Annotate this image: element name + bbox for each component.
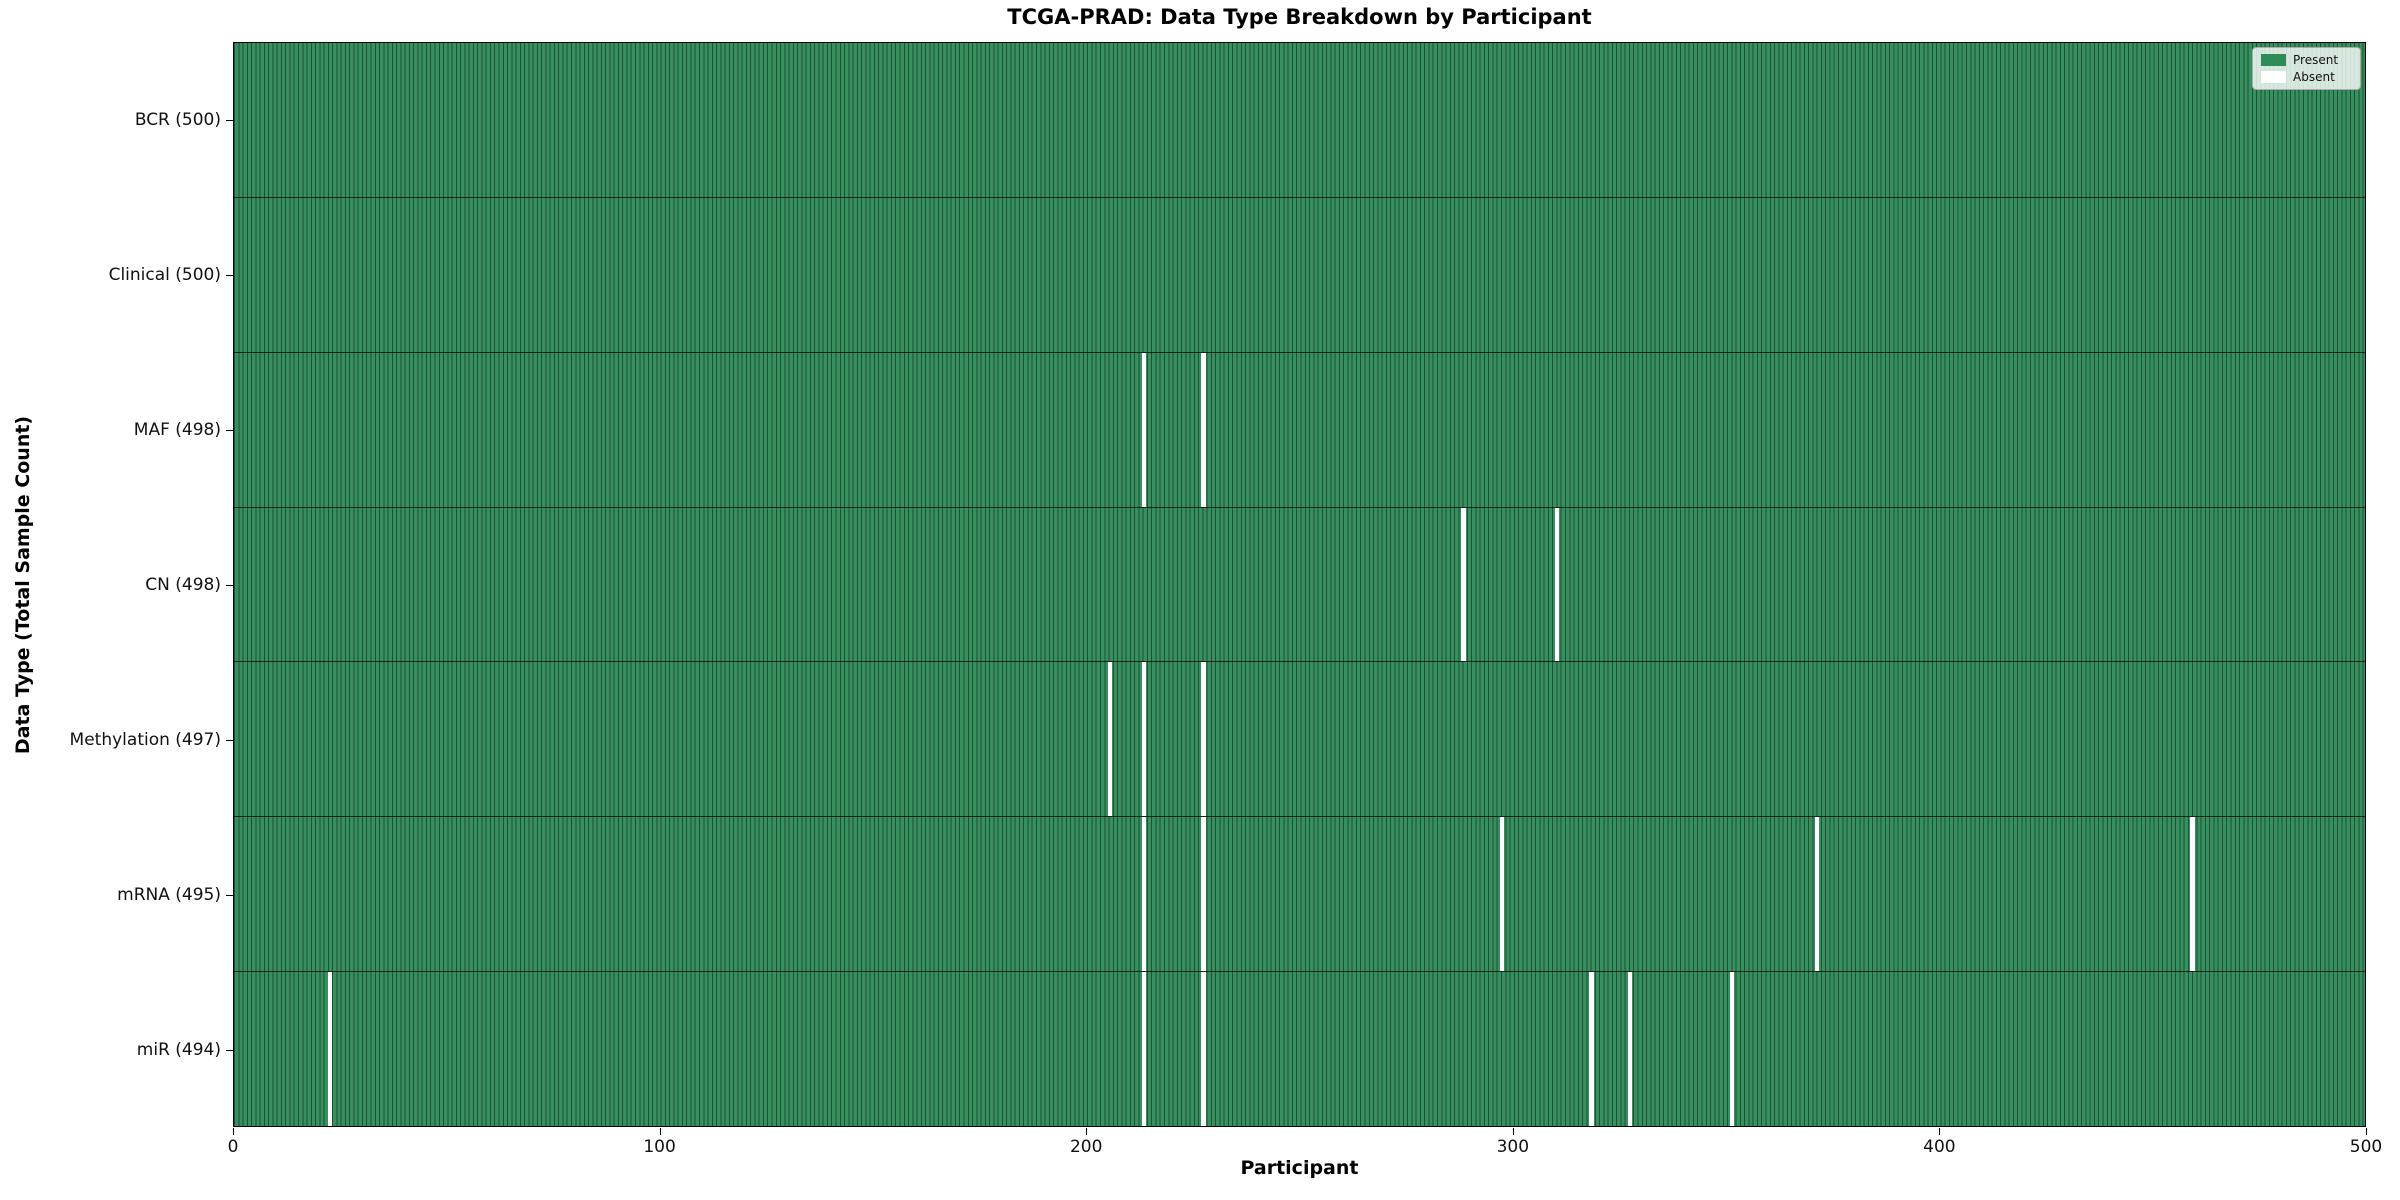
absent-gap: [1141, 662, 1147, 817]
y-tick-mark: [226, 274, 233, 276]
absent-gap: [1815, 817, 1820, 972]
x-tick-mark: [2366, 1128, 2367, 1135]
x-tick-label: 100: [643, 1137, 676, 1157]
y-tick-label: Clinical (500): [108, 264, 221, 285]
y-tick-label: CN (498): [145, 574, 221, 595]
x-tick-label: 300: [1496, 1137, 1530, 1157]
absent-gap: [1461, 507, 1466, 662]
legend-swatch-present-icon: [2261, 54, 2286, 66]
x-tick-mark: [1086, 1128, 1088, 1135]
legend-label-absent: Absent: [2293, 70, 2335, 84]
heatmap-row: [234, 196, 2365, 352]
heatmap-row: [234, 351, 2365, 507]
x-tick-mark: [1512, 1128, 1514, 1135]
y-axis-label: Data Type (Total Sample Count): [12, 415, 34, 755]
y-tick-mark: [226, 1049, 233, 1051]
absent-gap: [1201, 352, 1206, 507]
absent-gap: [1729, 972, 1735, 1127]
x-tick-mark: [1939, 1128, 1941, 1135]
absent-gap: [1499, 817, 1505, 972]
x-tick-mark: [659, 1128, 661, 1135]
x-axis-label: Participant: [1240, 1157, 1359, 1179]
absent-gap: [1589, 972, 1594, 1127]
y-tick-label: MAF (498): [133, 419, 221, 440]
y-tick-mark: [226, 894, 233, 896]
absent-gap: [1201, 972, 1206, 1127]
x-tick-label: 400: [1923, 1137, 1956, 1157]
x-tick-label: 500: [2349, 1137, 2383, 1157]
heatmap-row: [234, 661, 2365, 817]
legend-item-present: Present: [2261, 54, 2352, 66]
y-tick-label: mRNA (495): [117, 884, 221, 905]
absent-gap: [1141, 352, 1147, 507]
chart-title: TCGA-PRAD: Data Type Breakdown by Partic…: [1007, 5, 1592, 29]
absent-gap: [1141, 817, 1147, 972]
legend: Present Absent: [2252, 47, 2361, 90]
legend-swatch-absent-icon: [2261, 71, 2286, 83]
x-tick-mark: [233, 1128, 234, 1135]
y-tick-mark: [226, 739, 233, 741]
legend-item-absent: Absent: [2261, 71, 2352, 83]
absent-gap: [1627, 972, 1632, 1127]
absent-gap: [1201, 662, 1206, 817]
heatmap-row: [234, 43, 2365, 197]
heatmap-row: [234, 816, 2365, 972]
y-tick-mark: [226, 584, 233, 586]
absent-gap: [1201, 817, 1206, 972]
absent-gap: [1555, 507, 1560, 662]
absent-gap: [327, 972, 332, 1127]
y-tick-label: Methylation (497): [69, 729, 221, 750]
y-tick-mark: [226, 119, 233, 121]
absent-gap: [2190, 817, 2195, 972]
y-tick-mark: [226, 429, 233, 431]
heatmap-row: [234, 506, 2365, 662]
absent-gap: [1107, 662, 1112, 817]
y-tick-label: miR (494): [136, 1039, 221, 1060]
heatmap-row: [234, 971, 2365, 1127]
y-tick-label: BCR (500): [134, 109, 221, 130]
absent-gap: [1141, 972, 1147, 1127]
plot-area: [233, 42, 2366, 1127]
legend-label-present: Present: [2293, 53, 2339, 67]
x-tick-label: 200: [1069, 1137, 1103, 1157]
x-tick-label: 0: [227, 1137, 239, 1157]
